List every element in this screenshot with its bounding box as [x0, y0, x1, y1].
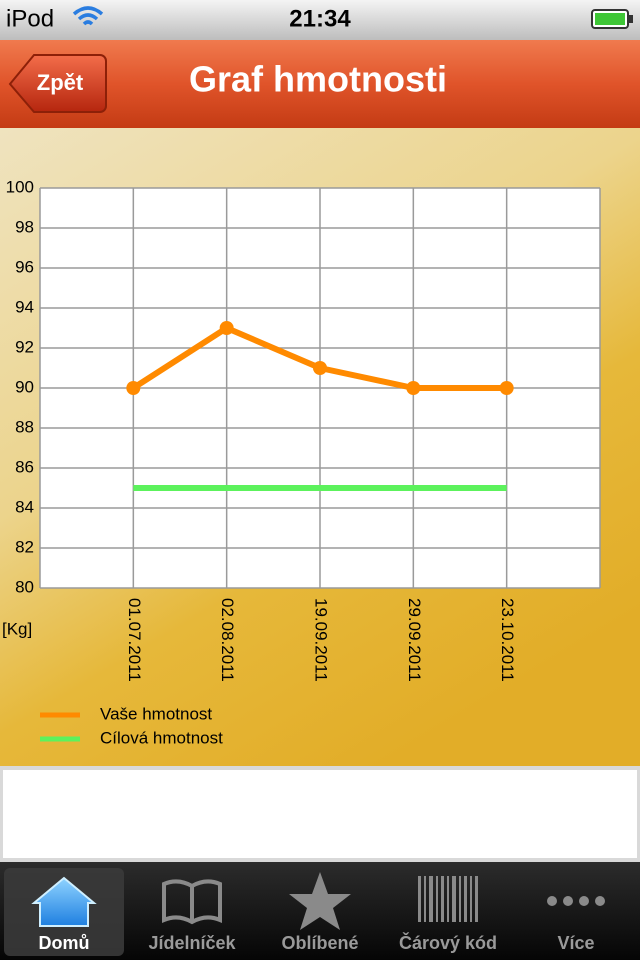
- x-tick-label: 19.09.2011: [312, 598, 331, 682]
- clock: 21:34: [289, 5, 351, 32]
- battery-level: [595, 13, 625, 25]
- y-axis-label: [Kg]: [2, 619, 32, 638]
- tab-label[interactable]: Domů: [39, 933, 90, 953]
- battery-tip: [629, 15, 633, 23]
- y-tick-label: 100: [6, 177, 34, 196]
- info-panel: [3, 770, 637, 858]
- home-icon[interactable]: [31, 876, 97, 927]
- data-point: [406, 381, 421, 395]
- tab-label[interactable]: Více: [557, 933, 594, 953]
- y-tick-label: 88: [15, 417, 34, 436]
- tab-label[interactable]: Jídelníček: [148, 933, 236, 953]
- tab-label[interactable]: Čárový kód: [399, 932, 497, 953]
- grid: [39, 187, 601, 589]
- carrier: iPod: [6, 5, 54, 32]
- data-point: [126, 381, 141, 395]
- favorites-icon[interactable]: [289, 872, 351, 930]
- nav-title: Graf hmotnosti: [189, 59, 447, 100]
- y-tick-label: 84: [15, 497, 34, 516]
- y-tick-label: 86: [15, 457, 34, 476]
- data-point: [499, 381, 514, 395]
- status-bar: [0, 0, 640, 40]
- legend-label: Vaše hmotnost: [100, 704, 212, 723]
- data-point: [313, 361, 327, 375]
- back-button[interactable]: [8, 54, 107, 113]
- y-tick-label: 96: [15, 257, 34, 276]
- y-tick-label: 92: [15, 337, 34, 356]
- menu-icon[interactable]: [162, 879, 222, 925]
- x-tick-label: 02.08.2011: [218, 598, 237, 682]
- x-tick-label: 29.09.2011: [405, 598, 424, 682]
- legend-label: Cílová hmotnost: [100, 728, 223, 747]
- data-point: [219, 321, 234, 335]
- back-button-label[interactable]: Zpět: [37, 70, 84, 95]
- y-tick-label: 80: [15, 577, 34, 596]
- y-tick-label: 98: [15, 217, 34, 236]
- wifi-icon: [72, 6, 104, 26]
- x-tick-label: 01.07.2011: [125, 598, 144, 682]
- more-icon[interactable]: [547, 896, 605, 906]
- y-tick-label: 94: [15, 297, 34, 316]
- y-tick-label: 82: [15, 537, 34, 556]
- x-tick-label: 23.10.2011: [498, 598, 517, 682]
- y-tick-label: 90: [15, 377, 34, 396]
- barcode-icon[interactable]: [418, 876, 478, 922]
- tab-label[interactable]: Oblíbené: [281, 933, 358, 953]
